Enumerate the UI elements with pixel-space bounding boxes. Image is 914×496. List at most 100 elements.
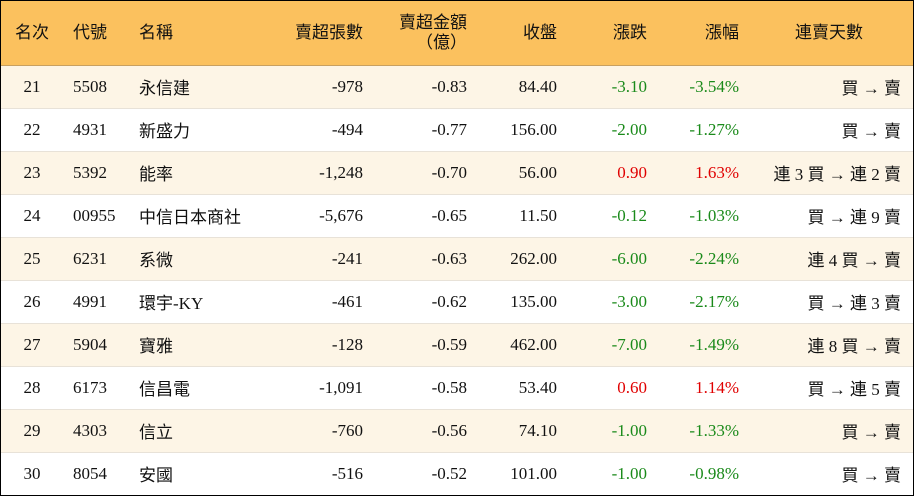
net-sell-amount-cell: -0.77	[369, 107, 473, 151]
code-cell: 4931	[63, 107, 133, 151]
streak-cell: 連 4 買 → 賣	[745, 236, 913, 280]
change-cell: -3.10	[611, 76, 647, 96]
name-cell: 環宇-KY	[133, 279, 273, 323]
rank-cell: 28	[1, 365, 63, 409]
net-sell-lots-cell: -1,091	[273, 365, 369, 409]
header-streak: 連賣天數	[745, 1, 913, 66]
table-row: 21 5508 永信建 -978 -0.83 84.40 -3.10 -3.54% 買 → 賣	[1, 65, 913, 108]
name-cell: 信立	[133, 408, 273, 452]
name-cell: 能率	[133, 150, 273, 194]
close-cell: 84.40	[518, 76, 557, 96]
close-cell: 156.00	[473, 107, 563, 151]
rank-cell: 25	[1, 236, 63, 280]
streak-cell: 買 → 賣	[745, 107, 913, 151]
code-cell: 4303	[63, 408, 133, 452]
change-cell: -2.00	[563, 107, 653, 151]
change-pct-cell: 1.63%	[653, 150, 745, 194]
close-cell: 135.00	[473, 279, 563, 323]
name-cell: 中信日本商社	[133, 193, 273, 237]
close-cell: 11.50	[473, 193, 563, 237]
streak-cell: 連 3 買 → 連 2 賣	[745, 150, 913, 194]
net-sell-amount-cell: -0.65	[369, 193, 473, 237]
net-sell-amount-cell: -0.83	[431, 76, 467, 96]
net-sell-amount-cell: -0.70	[369, 150, 473, 194]
header-change-pct: 漲幅	[653, 1, 745, 66]
close-cell: 262.00	[473, 236, 563, 280]
change-pct-cell: -2.17%	[653, 279, 745, 323]
name-cell: 寶雅	[133, 322, 273, 366]
streak-cell: 買 → 連 9 賣	[745, 193, 913, 237]
code-cell: 8054	[63, 451, 133, 495]
code-cell: 6231	[63, 236, 133, 280]
code-cell: 6173	[63, 365, 133, 409]
net-sell-amount-cell: -0.59	[369, 322, 473, 366]
name-cell: 信昌電	[133, 365, 273, 409]
name-cell: 永信建	[139, 79, 190, 98]
table-row: 23 5392 能率 -1,248 -0.70 56.00 0.90 1.63% 連 3 買 →…	[1, 150, 913, 194]
close-cell: 56.00	[473, 150, 563, 194]
header-net-sell-lots: 賣超張數	[273, 1, 369, 66]
change-pct-cell: -0.98%	[653, 451, 745, 495]
table-row: 30 8054 安國 -516 -0.52 101.00 -1.00 -0.98% 買 → 賣	[1, 451, 913, 495]
net-sell-lots-cell: -128	[273, 322, 369, 366]
streak-cell: 買 → 連 5 賣	[745, 365, 913, 409]
table-row: 25 6231 系微 -241 -0.63 262.00 -6.00 -2.24% 連 4 買 …	[1, 236, 913, 280]
change-cell: 0.60	[563, 365, 653, 409]
table-row: 28 6173 信昌電 -1,091 -0.58 53.40 0.60 1.14% 買 → 連 …	[1, 365, 913, 409]
header-row: 名次 代號 名稱 賣超張數 賣超金額 （億） 收盤 漲跌 漲幅 連賣天數	[1, 1, 913, 66]
net-sell-lots-cell: -461	[273, 279, 369, 323]
net-sell-lots-cell: -516	[273, 451, 369, 495]
close-cell: 74.10	[473, 408, 563, 452]
code-cell: 5904	[63, 322, 133, 366]
net-sell-amount-cell: -0.56	[369, 408, 473, 452]
change-cell: -1.00	[563, 408, 653, 452]
code-cell: 4991	[63, 279, 133, 323]
net-sell-amount-cell: -0.63	[369, 236, 473, 280]
header-close: 收盤	[473, 1, 563, 66]
change-cell: -1.00	[563, 451, 653, 495]
table-row: 29 4303 信立 -760 -0.56 74.10 -1.00 -1.33% 買 → 賣	[1, 408, 913, 452]
net-sell-amount-cell: -0.58	[369, 365, 473, 409]
header-change: 漲跌	[563, 1, 653, 66]
change-pct-cell: -1.27%	[653, 107, 745, 151]
change-cell: 0.90	[563, 150, 653, 194]
net-sell-lots-cell: -1,248	[273, 150, 369, 194]
streak-cell: 買 → 賣	[841, 79, 902, 98]
close-cell: 53.40	[473, 365, 563, 409]
net-sell-lots-cell: -978	[331, 76, 363, 96]
name-cell: 新盛力	[133, 107, 273, 151]
code-cell: 5392	[63, 150, 133, 194]
code-cell: 00955	[63, 193, 133, 237]
change-cell: -7.00	[563, 322, 653, 366]
change-pct-cell: 1.14%	[653, 365, 745, 409]
table-header: 名次 代號 名稱 賣超張數 賣超金額 （億） 收盤 漲跌 漲幅 連賣天數	[1, 1, 913, 66]
rank-cell: 23	[1, 150, 63, 194]
header-code: 代號	[63, 1, 133, 66]
change-pct-cell: -1.33%	[653, 408, 745, 452]
header-net-sell-amount: 賣超金額 （億）	[369, 1, 473, 66]
name-cell: 安國	[133, 451, 273, 495]
table-row: 22 4931 新盛力 -494 -0.77 156.00 -2.00 -1.27% 買 → 賣	[1, 107, 913, 151]
close-cell: 462.00	[473, 322, 563, 366]
header-rank: 名次	[1, 1, 63, 66]
net-sell-amount-cell: -0.62	[369, 279, 473, 323]
name-cell: 系微	[133, 236, 273, 280]
rank-cell: 24	[1, 193, 63, 237]
table-row: 27 5904 寶雅 -128 -0.59 462.00 -7.00 -1.49% 連 8 買 …	[1, 322, 913, 366]
rank-cell: 21	[23, 76, 41, 96]
header-name: 名稱	[133, 1, 273, 66]
change-pct-cell: -2.24%	[653, 236, 745, 280]
net-sell-lots-cell: -760	[273, 408, 369, 452]
header-net-sell-amount-label: 賣超金額	[399, 12, 467, 32]
change-pct-cell: -3.54%	[689, 76, 739, 96]
streak-cell: 連 8 買 → 賣	[745, 322, 913, 366]
change-pct-cell: -1.03%	[653, 193, 745, 237]
net-sell-lots-cell: -494	[273, 107, 369, 151]
code-cell: 5508	[73, 76, 107, 96]
change-cell: -3.00	[563, 279, 653, 323]
rank-cell: 22	[1, 107, 63, 151]
streak-cell: 買 → 連 3 賣	[745, 279, 913, 323]
